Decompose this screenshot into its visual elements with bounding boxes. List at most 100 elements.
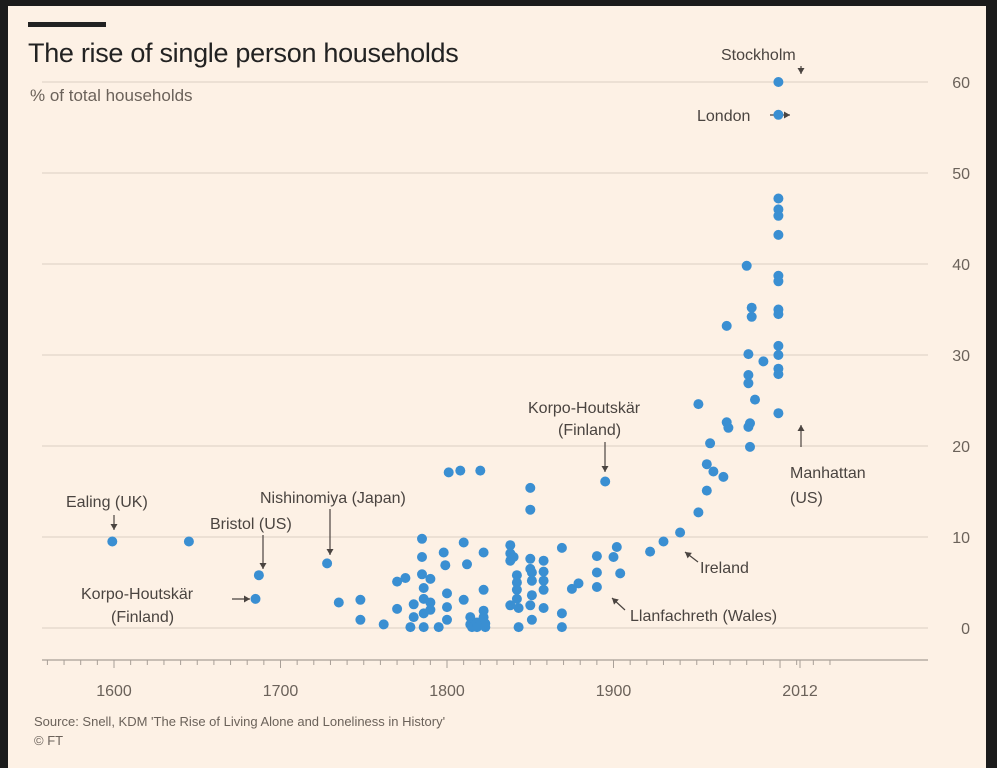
arrow-nishinomiya-head (326, 549, 334, 555)
arrow-llanfachreth-head (612, 598, 619, 605)
annotation-manhattan: Manhattan (790, 465, 866, 482)
data-point-1 (183, 536, 194, 547)
annotation-london: London (697, 108, 750, 125)
arrow-ealing-head (110, 524, 118, 530)
annotation-korpo-1685-country: (Finland) (111, 609, 174, 626)
data-point-72 (538, 603, 549, 613)
arrow-korpo-1900-head (601, 466, 609, 472)
data-point-77 (573, 578, 584, 589)
data-point-21 (418, 622, 429, 633)
data-point-42 (478, 547, 489, 558)
data-point-9 (392, 576, 403, 587)
data-point-105 (746, 302, 757, 313)
data-point-57 (513, 603, 524, 613)
data-point-84 (615, 568, 626, 579)
data-point-33 (458, 537, 469, 548)
data-point-97 (723, 422, 734, 433)
data-point-51 (505, 600, 516, 611)
data-point-4 (322, 558, 333, 569)
x-ticks (46, 660, 831, 668)
data-point-79 (591, 567, 602, 578)
data-point-91 (701, 459, 712, 470)
data-point-111 (773, 193, 784, 204)
data-point-46 (480, 622, 491, 633)
data-point-24 (425, 604, 436, 615)
data-point-116 (773, 276, 784, 287)
data-point-53 (511, 570, 522, 581)
data-point-114 (773, 229, 784, 240)
x-tick-label-1800: 1800 (429, 683, 465, 700)
x-tick-label-1600: 1600 (96, 683, 132, 700)
data-point-13 (408, 612, 419, 623)
arrow-korpo-1685-head (244, 595, 250, 603)
data-point-67 (526, 614, 537, 625)
data-point-7 (355, 614, 366, 625)
data-point-54 (511, 577, 522, 588)
data-point-40 (472, 622, 482, 633)
data-point-123 (773, 408, 784, 419)
annotation-ireland: Ireland (700, 560, 749, 577)
x-tick-labels: 1600 1700 1800 1900 2012 (96, 683, 818, 700)
data-point-95 (721, 320, 732, 331)
data-point-41 (475, 465, 486, 476)
data-point-73 (556, 542, 567, 553)
data-point-30 (442, 614, 452, 625)
data-point-76 (566, 583, 577, 594)
chart-title: The rise of single person households (28, 38, 459, 68)
data-point-78 (591, 551, 602, 562)
annotation-arrows (110, 66, 805, 611)
data-point-119 (773, 340, 784, 351)
source-text: Source: Snell, KDM 'The Rise of Living A… (34, 714, 446, 729)
data-point-109 (773, 77, 784, 87)
data-point-93 (708, 466, 719, 477)
data-points (107, 77, 784, 633)
scatter-plot: 0 10 20 30 40 50 60 1600 1700 1800 1900 2012 Stock… (42, 47, 970, 700)
data-point-103 (745, 441, 755, 452)
data-point-65 (526, 590, 537, 601)
data-point-113 (773, 210, 784, 221)
data-point-14 (408, 599, 419, 610)
data-point-87 (675, 527, 686, 538)
annotation-stockholm: Stockholm (721, 47, 796, 64)
data-point-61 (525, 553, 536, 564)
annotation-korpo-1900-country: (Finland) (558, 422, 621, 439)
data-point-82 (608, 552, 619, 562)
data-point-59 (525, 482, 536, 493)
data-point-16 (417, 552, 427, 562)
chart-panel: The rise of single person households % o… (8, 6, 986, 768)
data-point-22 (425, 573, 436, 584)
data-point-94 (718, 471, 729, 482)
data-point-92 (705, 438, 716, 449)
data-point-83 (611, 542, 622, 552)
x-tick-label-2012: 2012 (782, 683, 818, 700)
arrow-bristol-head (259, 563, 267, 569)
data-point-85 (645, 546, 656, 557)
data-point-107 (750, 394, 760, 405)
y-gridlines (42, 81, 928, 629)
data-point-80 (591, 582, 602, 592)
data-point-23 (425, 597, 436, 608)
data-point-31 (443, 467, 454, 478)
data-point-6 (355, 594, 366, 605)
data-point-12 (405, 622, 416, 633)
data-point-10 (392, 603, 403, 614)
data-point-28 (442, 588, 452, 599)
data-point-11 (400, 573, 411, 583)
data-point-8 (378, 619, 389, 630)
data-point-98 (741, 260, 752, 271)
y-tick-label-30: 30 (952, 348, 970, 365)
data-point-71 (538, 584, 549, 595)
annotation-ealing: Ealing (UK) (66, 494, 148, 511)
source-note: Source: Snell, KDM 'The Rise of Living A… (34, 712, 445, 750)
y-tick-labels: 0 10 20 30 40 50 60 (952, 75, 970, 638)
data-point-47 (478, 584, 489, 595)
data-point-70 (538, 575, 549, 586)
y-tick-label-40: 40 (952, 257, 970, 274)
data-point-81 (600, 476, 611, 487)
annotation-bristol: Bristol (US) (210, 516, 292, 533)
data-point-48 (505, 540, 516, 551)
data-point-29 (442, 602, 452, 613)
data-point-15 (417, 533, 427, 544)
data-point-69 (538, 566, 549, 577)
chart-subtitle: % of total households (30, 86, 193, 105)
